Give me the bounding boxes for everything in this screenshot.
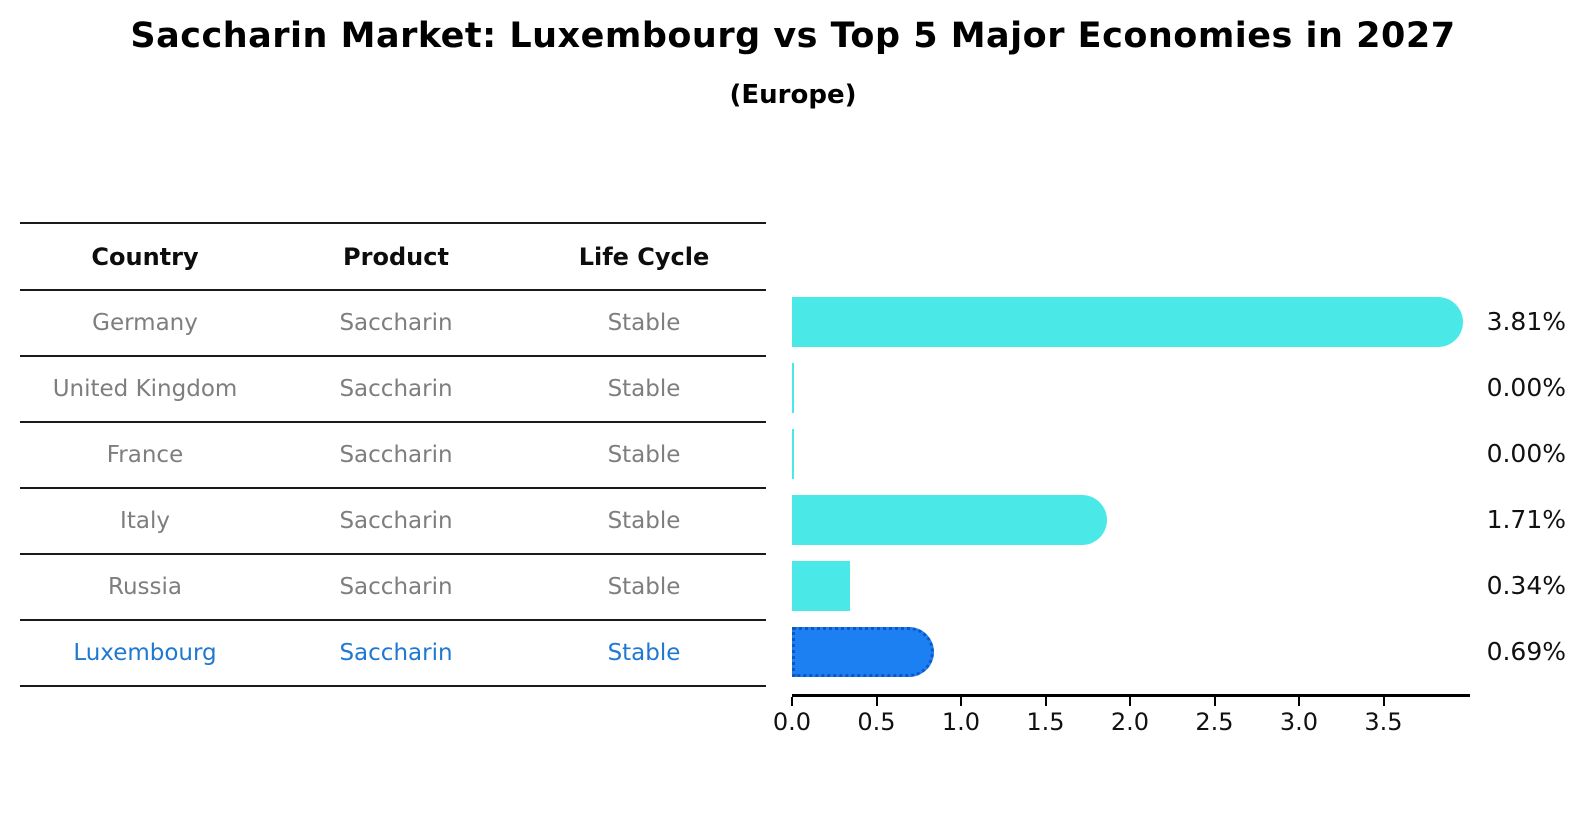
bar-row	[792, 619, 1492, 685]
bar-italy	[792, 495, 1107, 545]
x-axis-tick-label: 1.5	[1026, 708, 1065, 736]
cell-product: Saccharin	[339, 442, 453, 468]
cell-life-cycle: Stable	[607, 310, 681, 336]
x-axis-tick	[1129, 697, 1131, 706]
bar-row	[792, 355, 1492, 421]
cell-product: Saccharin	[339, 640, 453, 666]
table-row-highlighted: Luxembourg Saccharin Stable	[20, 621, 766, 687]
table-row: Russia Saccharin Stable	[20, 555, 766, 621]
cell-country: Luxembourg	[73, 640, 217, 666]
x-axis-tick-label: 0.0	[772, 708, 812, 736]
table-header-row: Country Product Life Cycle	[20, 224, 766, 291]
x-axis-tick	[960, 697, 962, 706]
x-axis-tick-label: 2.5	[1195, 708, 1234, 736]
x-axis-tick-label: 1.0	[941, 708, 981, 736]
bar-row	[792, 553, 1492, 619]
x-axis-tick	[1044, 697, 1047, 706]
x-axis-tick	[1298, 697, 1300, 706]
table-row: Italy Saccharin Stable	[20, 489, 766, 555]
value-label: 3.81%	[1486, 307, 1566, 336]
cell-product: Saccharin	[339, 508, 453, 534]
x-axis-tick	[1213, 697, 1216, 706]
x-axis-tick-label: 3.0	[1279, 708, 1319, 736]
bar-row	[792, 421, 1492, 487]
header-life-cycle: Life Cycle	[578, 242, 710, 271]
cell-product: Saccharin	[339, 376, 453, 402]
cell-life-cycle: Stable	[607, 640, 681, 666]
header-country: Country	[91, 242, 199, 271]
table-row: France Saccharin Stable	[20, 423, 766, 489]
bar-united-kingdom	[792, 363, 794, 413]
chart-title: Saccharin Market: Luxembourg vs Top 5 Ma…	[130, 16, 1456, 56]
table-row: Germany Saccharin Stable	[20, 291, 766, 357]
x-axis-tick	[791, 697, 793, 706]
bar-germany	[792, 297, 1463, 347]
country-table: Country Product Life Cycle Germany Sacch…	[20, 222, 766, 687]
value-label: 0.00%	[1486, 373, 1566, 402]
x-axis-tick-label: 0.5	[857, 708, 896, 736]
x-axis-tick	[1382, 697, 1385, 706]
bar-russia	[792, 561, 850, 611]
cell-life-cycle: Stable	[607, 442, 681, 468]
value-label: 1.71%	[1486, 505, 1566, 534]
cell-country: Germany	[92, 310, 198, 336]
x-axis-tick	[875, 697, 878, 706]
bar-row	[792, 289, 1492, 355]
chart-subtitle: (Europe)	[729, 80, 857, 110]
bar-france	[792, 429, 794, 479]
value-label: 0.00%	[1486, 439, 1566, 468]
cell-country: Italy	[120, 508, 170, 534]
x-axis-line	[792, 694, 1470, 697]
cell-product: Saccharin	[339, 310, 453, 336]
value-label: 0.34%	[1486, 571, 1566, 600]
cell-life-cycle: Stable	[607, 376, 681, 402]
cell-life-cycle: Stable	[607, 508, 681, 534]
bar-row	[792, 487, 1492, 553]
x-axis-tick-label: 2.0	[1110, 708, 1150, 736]
x-axis-tick-label: 3.5	[1364, 708, 1403, 736]
table-row: United Kingdom Saccharin Stable	[20, 357, 766, 423]
header-product: Product	[343, 242, 449, 271]
cell-life-cycle: Stable	[607, 574, 681, 600]
cell-country: United Kingdom	[52, 376, 238, 402]
bar-luxembourg	[792, 627, 934, 677]
cell-country: Russia	[108, 574, 182, 600]
cell-product: Saccharin	[339, 574, 453, 600]
value-label: 0.69%	[1486, 637, 1566, 666]
cell-country: France	[106, 442, 184, 468]
